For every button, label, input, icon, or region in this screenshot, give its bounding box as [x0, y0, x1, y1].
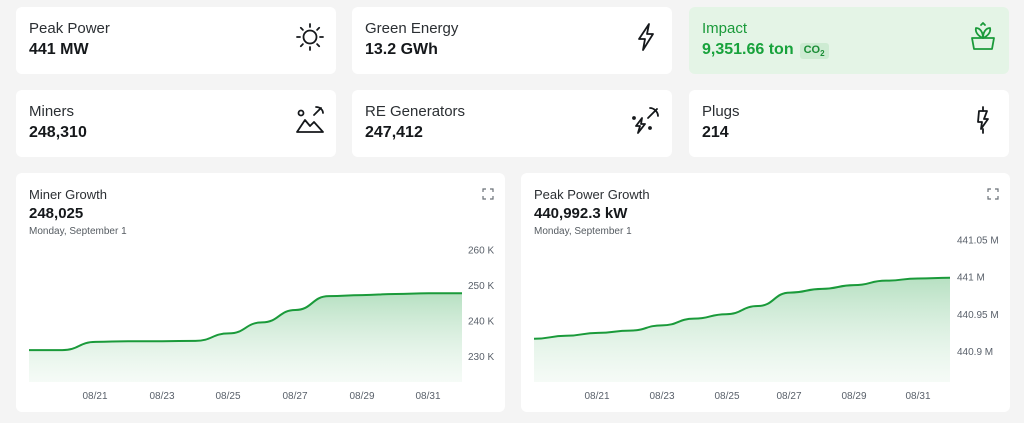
y-tick-label: 250 K: [468, 281, 494, 292]
stat-value: 441 MW: [29, 41, 89, 58]
mining-icon: [296, 106, 324, 133]
x-tick-label: 08/21: [584, 391, 609, 402]
stat-value: 248,310: [29, 124, 87, 141]
stat-label: Green Energy: [365, 20, 459, 37]
y-tick-label: 440.95 M: [957, 310, 999, 321]
y-tick-label: 441 M: [957, 273, 985, 284]
x-tick-label: 08/23: [149, 391, 174, 402]
impact-value: 9,351.66 ton: [702, 41, 794, 58]
series-line: [28, 292, 463, 352]
co2-badge-text: CO: [803, 44, 821, 56]
chart-date: Monday, September 1: [29, 226, 127, 237]
x-tick-label: 08/27: [776, 391, 801, 402]
stat-value: 9,351.66 ton CO2: [702, 41, 829, 60]
chart-card-peak-power-growth: Peak Power Growth 440,992.3 kW Monday, S…: [521, 173, 1010, 412]
leaf-icon: [971, 22, 995, 50]
chart-title: Miner Growth: [29, 187, 108, 202]
stat-label: Peak Power: [29, 20, 110, 37]
series-line: [533, 276, 951, 340]
generator-icon: [632, 107, 659, 134]
x-tick-label: 08/29: [349, 391, 374, 402]
stat-value: 214: [702, 124, 729, 141]
stat-label: Miners: [29, 103, 75, 120]
plug-icon: [977, 106, 989, 134]
y-tick-label: 440.9 M: [957, 347, 993, 358]
co2-badge-sub: 2: [820, 49, 825, 59]
chart-title: Peak Power Growth: [534, 187, 650, 202]
expand-icon[interactable]: [482, 188, 494, 200]
co2-badge: CO2: [799, 43, 829, 60]
stat-card-re-generators: RE Generators 247,412: [352, 90, 672, 157]
stat-label: Plugs: [702, 103, 740, 120]
miner-growth-plot: 260 K 250 K 240 K 230 K 08/21 08/23 08/25 08/27…: [28, 246, 494, 402]
series-area: [29, 293, 462, 382]
stat-label: Impact: [702, 20, 748, 37]
expand-icon[interactable]: [987, 188, 999, 200]
peak-power-growth-plot: 441.05 M 441 M 440.95 M 440.9 M 08/21 08/23 08…: [533, 235, 999, 402]
y-tick-label: 240 K: [468, 317, 494, 328]
x-tick-label: 08/29: [841, 391, 866, 402]
stat-value: 13.2 GWh: [365, 41, 438, 58]
x-tick-label: 08/21: [82, 391, 107, 402]
chart-current-value: 440,992.3 kW: [534, 205, 628, 222]
y-tick-label: 441.05 M: [957, 235, 999, 246]
y-tick-label: 260 K: [468, 246, 494, 257]
stat-card-plugs: Plugs 214: [689, 90, 1009, 157]
y-tick-label: 230 K: [468, 352, 494, 363]
stat-card-peak-power: Peak Power 441 MW: [16, 7, 336, 74]
stat-card-impact: Impact 9,351.66 ton CO2: [689, 7, 1009, 74]
chart-date: Monday, September 1: [534, 226, 632, 237]
stat-card-green-energy: Green Energy 13.2 GWh: [352, 7, 672, 74]
stat-value: 247,412: [365, 124, 423, 141]
x-tick-label: 08/31: [415, 391, 440, 402]
stat-label: RE Generators: [365, 103, 466, 120]
series-area: [534, 277, 950, 382]
x-tick-label: 08/25: [215, 391, 240, 402]
x-tick-label: 08/27: [282, 391, 307, 402]
x-tick-label: 08/25: [714, 391, 739, 402]
chart-current-value: 248,025: [29, 205, 84, 222]
x-tick-label: 08/31: [905, 391, 930, 402]
x-tick-label: 08/23: [649, 391, 674, 402]
chart-card-miner-growth: Miner Growth 248,025 Monday, September 1…: [16, 173, 505, 412]
sun-icon: [296, 23, 324, 51]
stat-card-miners: Miners 248,310: [16, 90, 336, 157]
lightning-icon: [638, 23, 654, 51]
